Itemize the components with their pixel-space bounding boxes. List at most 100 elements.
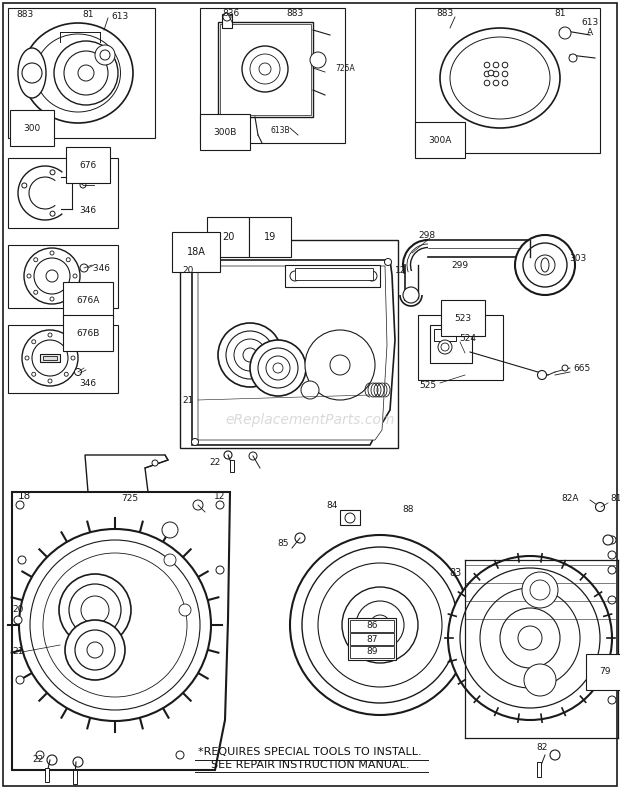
Circle shape: [216, 501, 224, 509]
Circle shape: [250, 54, 280, 84]
Ellipse shape: [541, 258, 549, 272]
Text: 83: 83: [449, 568, 461, 578]
Polygon shape: [12, 492, 230, 770]
Text: 303: 303: [569, 253, 587, 263]
Bar: [45, 768, 49, 782]
Circle shape: [318, 563, 442, 687]
Circle shape: [87, 642, 103, 658]
Circle shape: [502, 62, 508, 68]
Text: 84: 84: [327, 500, 338, 510]
Text: 676B: 676B: [76, 328, 100, 338]
Circle shape: [16, 501, 24, 509]
Bar: [180, 240, 398, 448]
Text: 665: 665: [574, 364, 591, 372]
Circle shape: [484, 71, 490, 77]
Circle shape: [66, 258, 70, 262]
Circle shape: [50, 251, 54, 255]
Text: 613B: 613B: [270, 125, 290, 134]
Circle shape: [50, 170, 55, 175]
Circle shape: [36, 751, 44, 759]
Circle shape: [310, 52, 326, 68]
Circle shape: [448, 556, 612, 720]
Circle shape: [50, 297, 54, 301]
Text: 18: 18: [18, 491, 31, 501]
Text: 22: 22: [210, 458, 221, 466]
Bar: [285, 265, 380, 287]
Circle shape: [403, 287, 419, 303]
Bar: [73, 770, 77, 784]
Circle shape: [43, 553, 187, 697]
Circle shape: [100, 50, 110, 60]
Circle shape: [370, 615, 390, 635]
Ellipse shape: [35, 34, 120, 112]
Text: 85: 85: [277, 540, 289, 548]
Polygon shape: [192, 260, 395, 445]
Ellipse shape: [440, 28, 560, 128]
Text: 299: 299: [451, 260, 469, 270]
Text: 21: 21: [12, 648, 24, 656]
Circle shape: [608, 596, 616, 604]
Circle shape: [484, 80, 490, 86]
Bar: [415, 8, 600, 153]
Circle shape: [524, 664, 556, 696]
Text: 82A: 82A: [561, 493, 578, 503]
Circle shape: [64, 372, 68, 376]
Circle shape: [192, 259, 198, 266]
Circle shape: [493, 80, 499, 86]
Circle shape: [59, 574, 131, 646]
Circle shape: [48, 379, 52, 383]
Text: 20: 20: [12, 605, 24, 615]
Circle shape: [367, 271, 377, 281]
Text: 18A: 18A: [187, 247, 205, 257]
Circle shape: [32, 340, 36, 344]
Circle shape: [250, 340, 306, 396]
Circle shape: [384, 259, 391, 266]
Circle shape: [515, 235, 575, 295]
Bar: [200, 8, 345, 143]
Circle shape: [518, 626, 542, 650]
Circle shape: [484, 62, 490, 68]
Circle shape: [249, 452, 257, 460]
Circle shape: [441, 343, 449, 351]
Text: 81: 81: [554, 9, 565, 17]
Circle shape: [480, 588, 580, 688]
Circle shape: [345, 513, 355, 523]
Circle shape: [64, 51, 108, 95]
Circle shape: [608, 696, 616, 704]
Circle shape: [80, 264, 88, 272]
Circle shape: [25, 356, 29, 360]
Bar: [8, 8, 155, 138]
Circle shape: [608, 536, 616, 544]
Text: 87: 87: [366, 634, 378, 644]
Circle shape: [460, 568, 600, 708]
Circle shape: [50, 211, 55, 216]
Circle shape: [192, 439, 198, 446]
Bar: [418, 315, 503, 380]
Circle shape: [438, 340, 452, 354]
Circle shape: [356, 601, 404, 649]
Circle shape: [305, 330, 375, 400]
Circle shape: [179, 604, 191, 616]
Circle shape: [216, 566, 224, 574]
Bar: [350, 633, 394, 645]
Text: 883: 883: [286, 9, 304, 17]
Circle shape: [258, 348, 298, 388]
Circle shape: [243, 348, 257, 362]
Text: 346: 346: [79, 379, 97, 387]
Text: 79: 79: [600, 667, 611, 676]
Circle shape: [295, 533, 305, 543]
Circle shape: [33, 258, 38, 262]
Text: 81A: 81A: [610, 493, 620, 503]
Circle shape: [162, 522, 178, 538]
Text: 883: 883: [16, 9, 33, 18]
Circle shape: [330, 355, 350, 375]
Circle shape: [22, 63, 42, 83]
Circle shape: [18, 556, 26, 564]
Circle shape: [81, 596, 109, 624]
Text: 81: 81: [82, 9, 94, 18]
Circle shape: [273, 363, 283, 373]
Text: 676: 676: [79, 160, 97, 170]
Circle shape: [493, 71, 499, 77]
Circle shape: [223, 13, 231, 21]
Circle shape: [493, 62, 499, 68]
